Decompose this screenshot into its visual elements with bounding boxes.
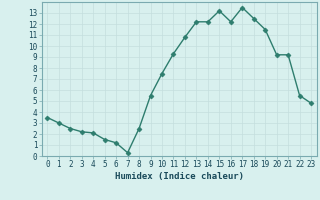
X-axis label: Humidex (Indice chaleur): Humidex (Indice chaleur) — [115, 172, 244, 181]
